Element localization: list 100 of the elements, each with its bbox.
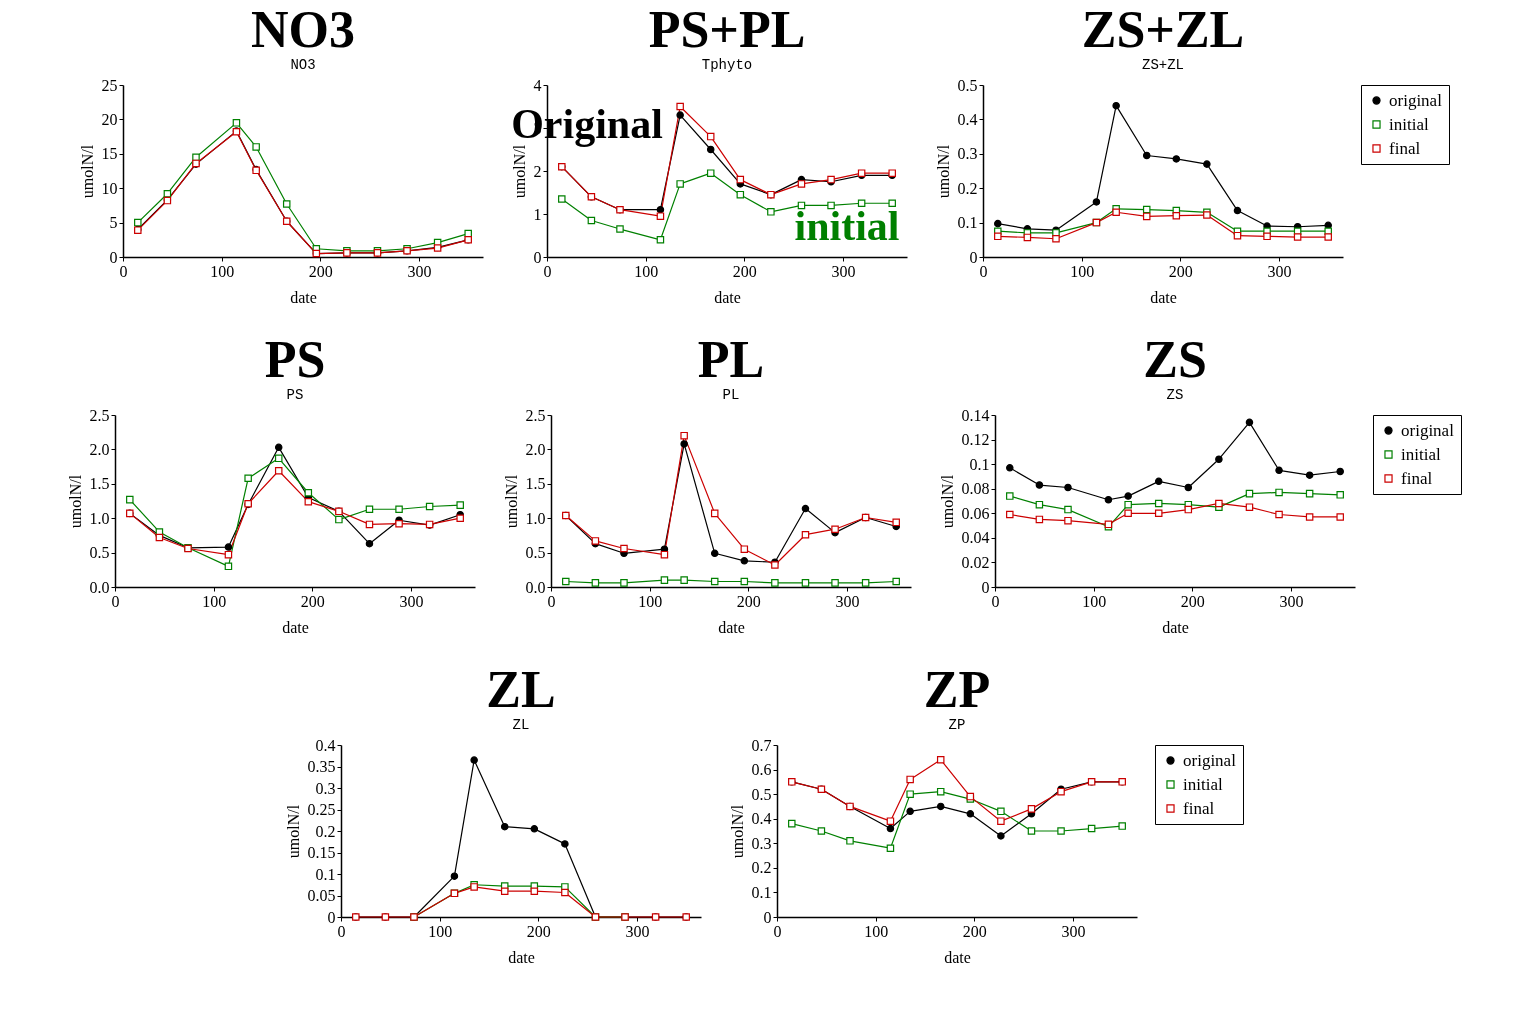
y-tick-label: 0.04: [961, 529, 990, 547]
y-tick-label: 2.0: [525, 440, 546, 458]
y-tick-label: 0: [763, 908, 772, 926]
legend-label: initial: [1183, 774, 1223, 794]
chart-title: PS+PL: [648, 1, 806, 58]
legend-label: original: [1401, 420, 1455, 440]
y-tick-label: 1: [533, 205, 542, 223]
y-tick-label: 0.1: [315, 865, 336, 883]
chart-subtitle: NO3: [290, 57, 316, 73]
y-tick-label: 4: [533, 76, 542, 94]
annotation: initial: [794, 203, 900, 249]
x-tick-label: 300: [835, 592, 860, 610]
y-tick-label: 1.5: [89, 475, 110, 493]
chart-title: NO3: [251, 1, 355, 58]
y-tick-label: 0.7: [751, 736, 772, 754]
y-tick-label: 0.15: [307, 844, 336, 861]
x-tick-label: 300: [1061, 922, 1086, 940]
y-axis-title: umolN/l: [728, 804, 746, 859]
x-tick-label: 300: [625, 922, 650, 940]
chart-subtitle: PL: [722, 387, 740, 403]
chart-subtitle: PS: [286, 387, 304, 403]
x-tick-label: 200: [732, 262, 757, 280]
chart-subtitle: ZS: [1166, 387, 1184, 403]
y-tick-label: 0.3: [751, 834, 772, 852]
y-tick-label: 0.2: [315, 822, 336, 840]
y-tick-label: 0.5: [957, 76, 978, 94]
y-tick-label: 0.08: [961, 480, 990, 498]
chart-title: ZS: [1143, 331, 1207, 388]
x-axis-title: date: [282, 618, 309, 636]
y-tick-label: 0.2: [751, 859, 772, 877]
y-tick-label: 1.0: [89, 509, 110, 527]
x-tick-label: 200: [300, 592, 325, 610]
x-tick-label: 200: [1168, 262, 1193, 280]
x-axis-title: date: [1150, 288, 1177, 306]
chart-subtitle: ZS+ZL: [1141, 57, 1185, 73]
x-axis-title: date: [714, 288, 741, 306]
y-tick-label: 0.3: [957, 145, 978, 163]
chart-title: ZS+ZL: [1081, 1, 1245, 58]
legend-label: final: [1401, 468, 1433, 488]
y-tick-label: 0.1: [969, 455, 990, 473]
y-tick-label: 0.4: [751, 810, 772, 828]
chart-title: ZL: [486, 661, 556, 718]
y-tick-label: 0: [533, 248, 542, 266]
legend-label: original: [1183, 750, 1237, 770]
x-axis-title: date: [290, 288, 317, 306]
y-axis-title: umolN/l: [502, 474, 520, 529]
x-axis-title: date: [944, 948, 971, 966]
legend-label: final: [1183, 798, 1215, 818]
x-tick-label: 200: [736, 592, 761, 610]
x-tick-label: 100: [1070, 262, 1095, 280]
x-axis-title: date: [1162, 618, 1189, 636]
y-axis-title: umolN/l: [934, 144, 952, 199]
y-tick-label: 0.3: [315, 779, 336, 797]
chart-subtitle: ZP: [948, 717, 966, 733]
chart-title: PS: [264, 331, 326, 388]
x-axis-title: date: [718, 618, 745, 636]
y-tick-label: 0.0: [525, 578, 546, 596]
y-tick-label: 1.5: [525, 475, 546, 493]
y-tick-label: 0.02: [961, 553, 990, 571]
y-axis-title: umolN/l: [78, 144, 96, 199]
y-tick-label: 0: [969, 248, 978, 266]
y-tick-label: 0.25: [307, 801, 336, 818]
y-tick-label: 0.5: [525, 544, 546, 562]
legend-label: initial: [1389, 114, 1429, 134]
y-tick-label: 0.4: [315, 736, 336, 754]
x-tick-label: 100: [202, 592, 227, 610]
x-tick-label: 300: [831, 262, 856, 280]
y-tick-label: 2.5: [89, 406, 110, 424]
y-tick-label: 0: [327, 908, 336, 926]
y-tick-label: 0.1: [957, 214, 978, 232]
y-tick-label: 0.2: [957, 179, 978, 197]
x-tick-label: 100: [1082, 592, 1107, 610]
legend-label: original: [1389, 90, 1443, 110]
y-tick-label: 0.6: [751, 761, 772, 779]
y-tick-label: 0.12: [961, 431, 990, 449]
chart-title: ZP: [923, 661, 991, 718]
y-tick-label: 0.05: [307, 887, 336, 904]
y-axis-title: umolN/l: [66, 474, 84, 529]
y-tick-label: 0.4: [957, 110, 978, 128]
y-tick-label: 10: [101, 179, 118, 197]
x-tick-label: 200: [962, 922, 987, 940]
x-tick-label: 300: [1279, 592, 1304, 610]
y-tick-label: 1.0: [525, 509, 546, 527]
x-tick-label: 300: [399, 592, 424, 610]
y-tick-label: 25: [101, 76, 118, 94]
y-tick-label: 0.35: [307, 758, 336, 775]
y-axis-title: umolN/l: [510, 144, 528, 199]
x-tick-label: 300: [1267, 262, 1292, 280]
y-axis-title: umolN/l: [938, 474, 956, 529]
y-axis-title: umolN/l: [284, 804, 302, 859]
y-tick-label: 0.14: [961, 406, 990, 424]
x-tick-label: 200: [526, 922, 551, 940]
y-tick-label: 0.06: [961, 504, 990, 522]
x-tick-label: 100: [864, 922, 889, 940]
y-tick-label: 20: [101, 110, 118, 128]
y-tick-label: 0.1: [751, 883, 772, 901]
x-tick-label: 300: [407, 262, 432, 280]
y-tick-label: 0.5: [89, 544, 110, 562]
x-tick-label: 100: [634, 262, 659, 280]
y-tick-label: 0.5: [751, 785, 772, 803]
